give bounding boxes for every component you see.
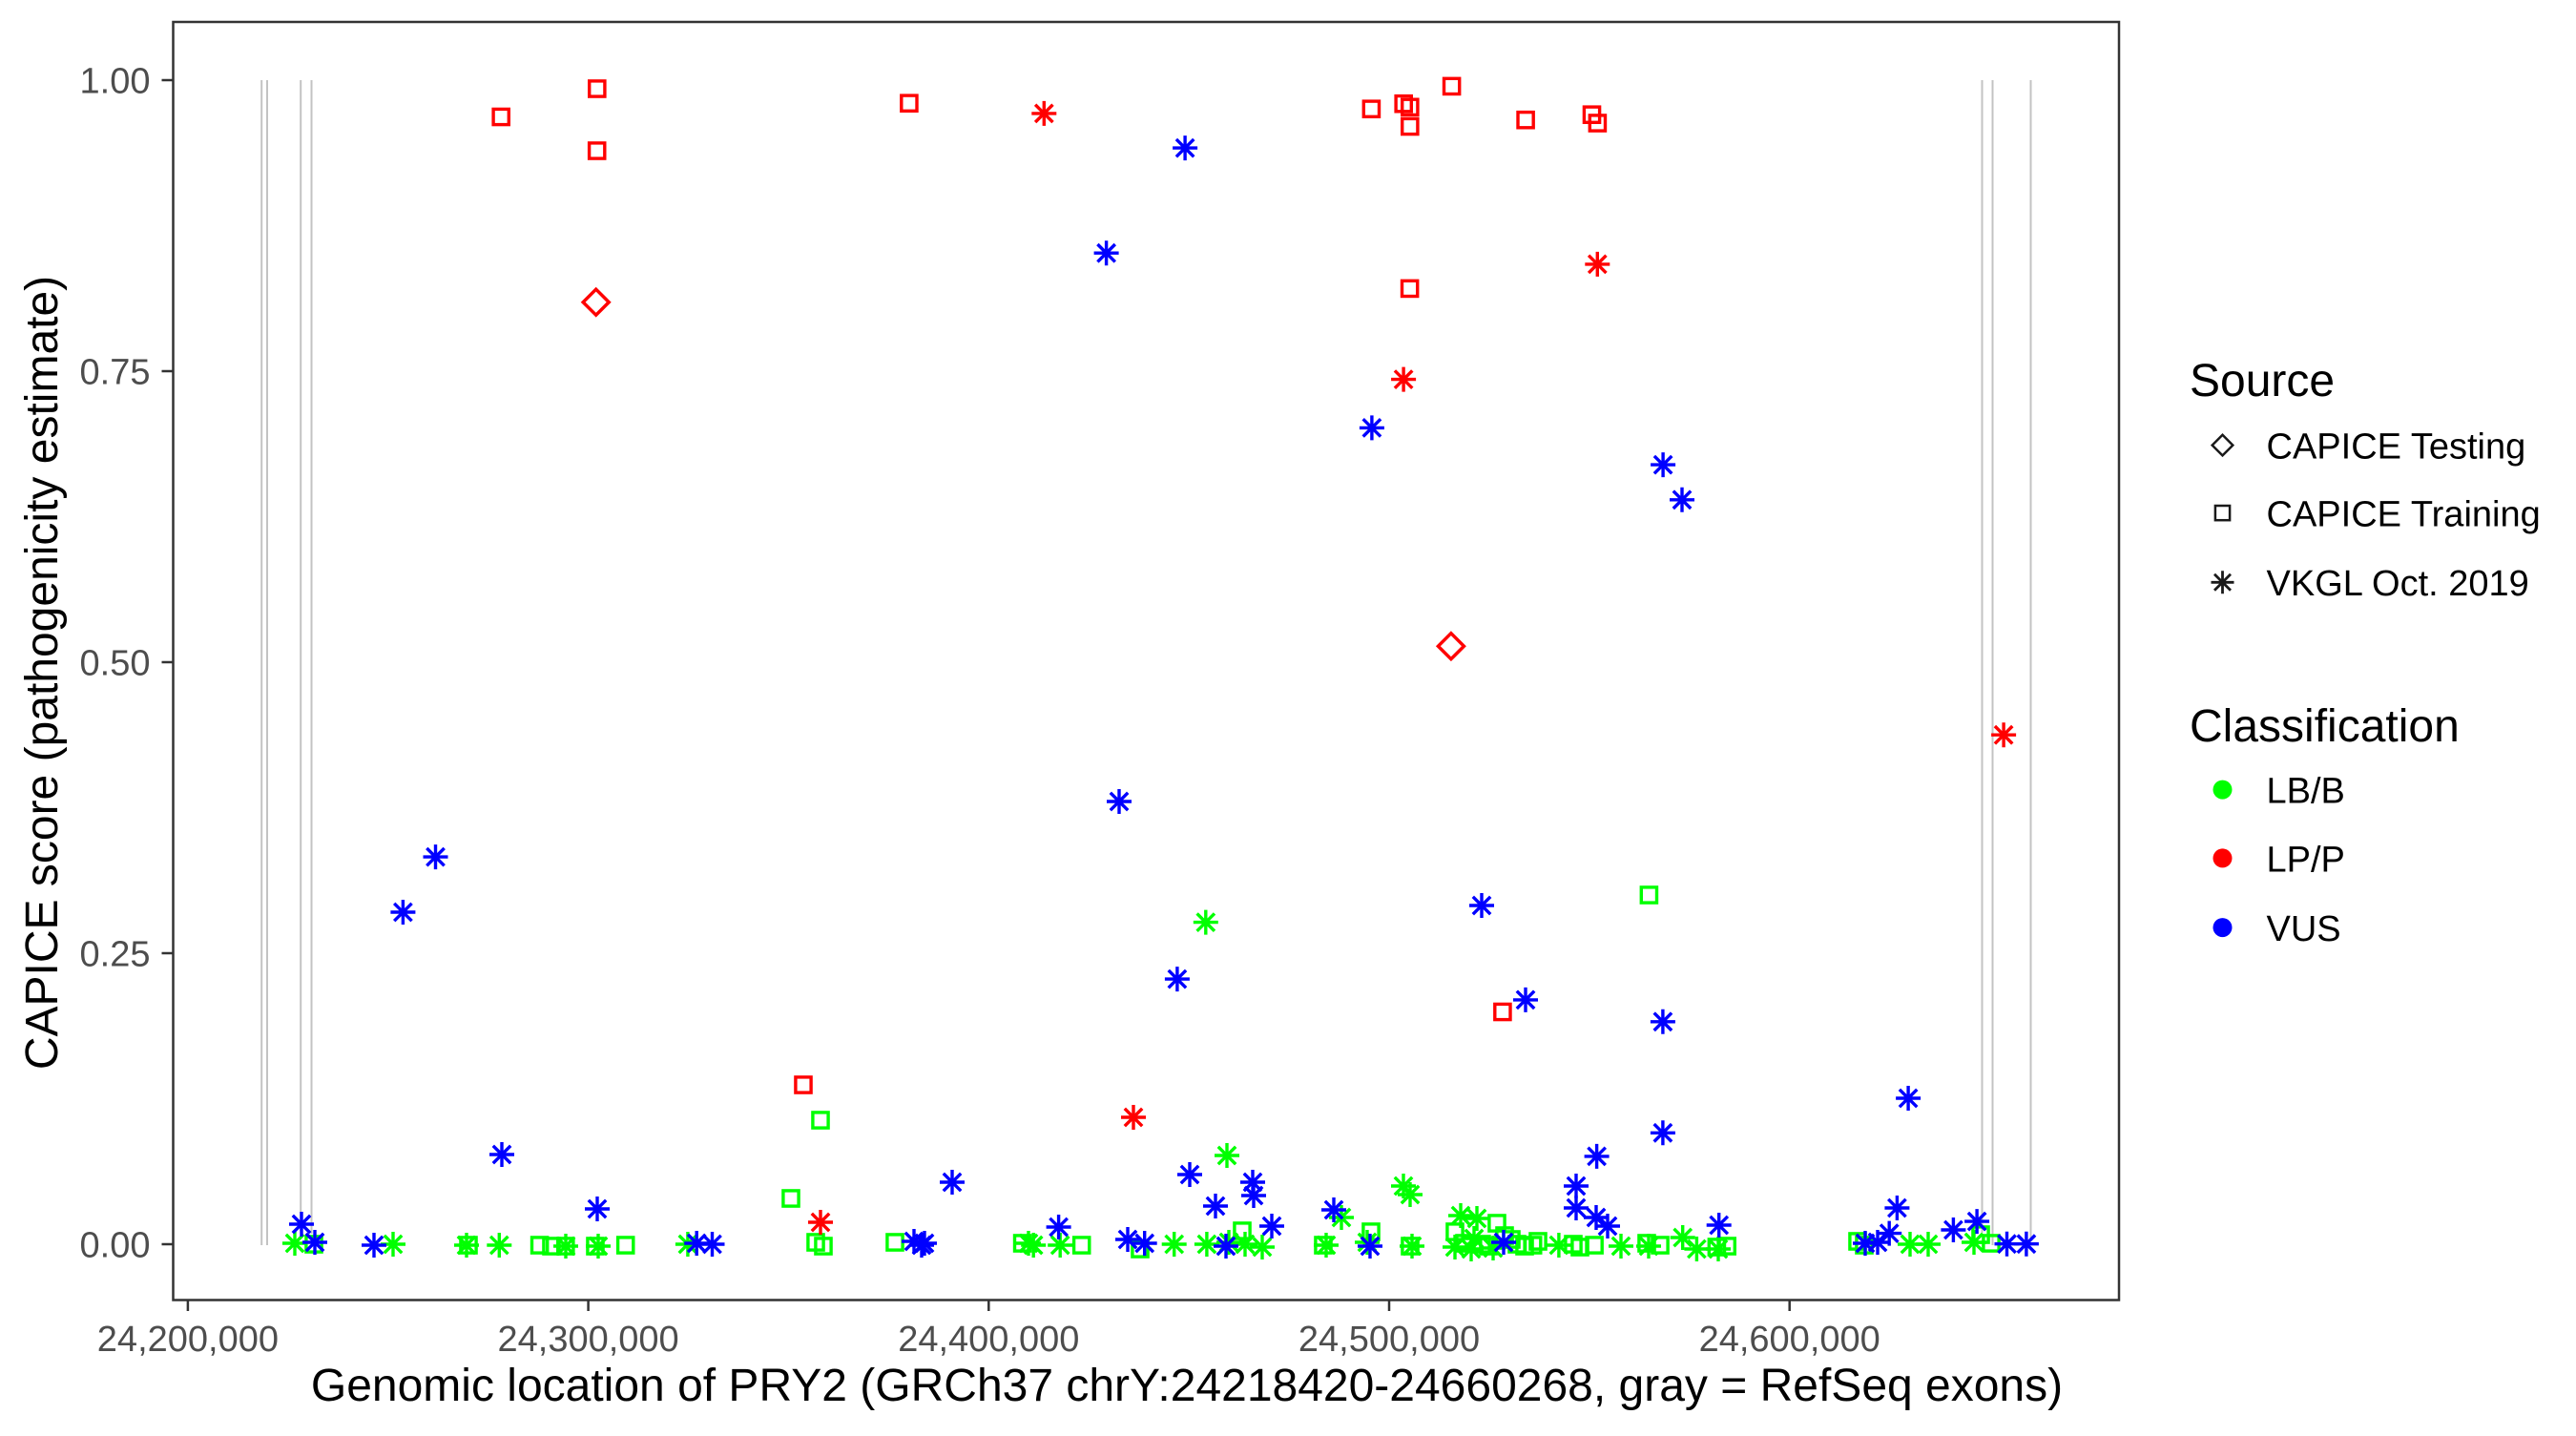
svg-text:LB/B: LB/B (2267, 772, 2345, 812)
svg-text:0.75: 0.75 (80, 353, 151, 393)
svg-text:CAPICE Testing: CAPICE Testing (2267, 427, 2526, 468)
svg-text:0.50: 0.50 (80, 644, 151, 684)
svg-text:VUS: VUS (2267, 909, 2341, 949)
svg-text:VKGL Oct. 2019: VKGL Oct. 2019 (2267, 564, 2529, 604)
svg-text:24,300,000: 24,300,000 (498, 1320, 679, 1360)
svg-text:Classification: Classification (2190, 701, 2460, 752)
svg-text:Source: Source (2190, 356, 2335, 406)
svg-text:24,400,000: 24,400,000 (898, 1320, 1079, 1360)
svg-text:CAPICE score (pathogenicity es: CAPICE score (pathogenicity estimate) (17, 276, 68, 1070)
svg-text:1.00: 1.00 (80, 62, 151, 102)
svg-text:Genomic location of PRY2 (GRCh: Genomic location of PRY2 (GRCh37 chrY:24… (311, 1361, 2063, 1411)
svg-text:LP/P: LP/P (2267, 840, 2345, 880)
svg-text:CAPICE Training: CAPICE Training (2267, 495, 2541, 535)
svg-text:0.25: 0.25 (80, 935, 151, 975)
svg-text:24,200,000: 24,200,000 (97, 1320, 279, 1360)
svg-text:24,500,000: 24,500,000 (1298, 1320, 1480, 1360)
svg-text:24,600,000: 24,600,000 (1699, 1320, 1880, 1360)
svg-text:0.00: 0.00 (80, 1226, 151, 1266)
